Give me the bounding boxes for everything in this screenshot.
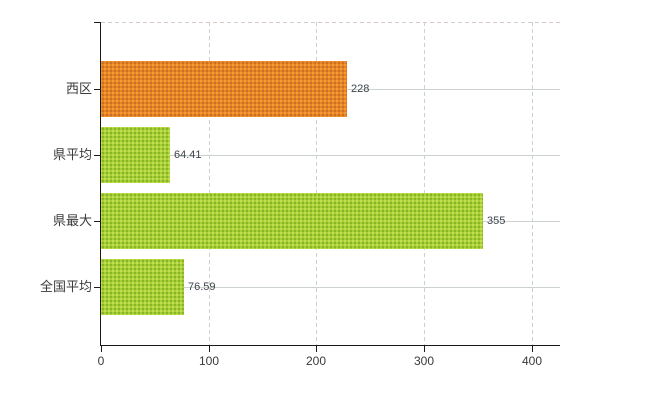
x-tick-label: 200 [305,354,327,368]
bar[interactable] [101,193,483,249]
x-axis-tick [424,346,425,352]
x-axis-tick [532,346,533,352]
category-label: 県最大 [52,213,92,228]
gridline-vertical [316,22,317,345]
plot-border-top [101,22,560,23]
x-tick-label: 400 [521,354,543,368]
category-label: 全国平均 [39,279,92,294]
y-axis-tick [94,89,100,90]
gridline-vertical [424,22,425,345]
y-axis-line [100,22,101,345]
x-axis-tick [209,346,210,352]
y-axis-tick [94,287,100,288]
value-label: 76.59 [188,281,216,293]
value-label: 355 [487,215,506,227]
x-axis-tick [316,346,317,352]
gridline-horizontal [101,287,560,288]
y-axis-tick [94,155,100,156]
bar[interactable] [101,259,184,315]
bar[interactable] [101,127,170,183]
x-tick-label: 300 [413,354,435,368]
gridline-horizontal [101,155,560,156]
y-axis-top-tick [94,22,100,23]
category-label: 県平均 [52,147,92,162]
x-tick-label: 0 [97,354,105,368]
value-label: 228 [351,83,370,95]
x-tick-label: 100 [198,354,220,368]
x-axis-line [100,345,560,346]
category-label: 西区 [65,81,92,96]
value-label: 64.41 [174,149,202,161]
gridline-vertical [209,22,210,345]
y-axis-tick [94,221,100,222]
gridline-vertical [532,22,533,345]
x-axis-tick [101,346,102,352]
bar[interactable] [101,61,347,117]
